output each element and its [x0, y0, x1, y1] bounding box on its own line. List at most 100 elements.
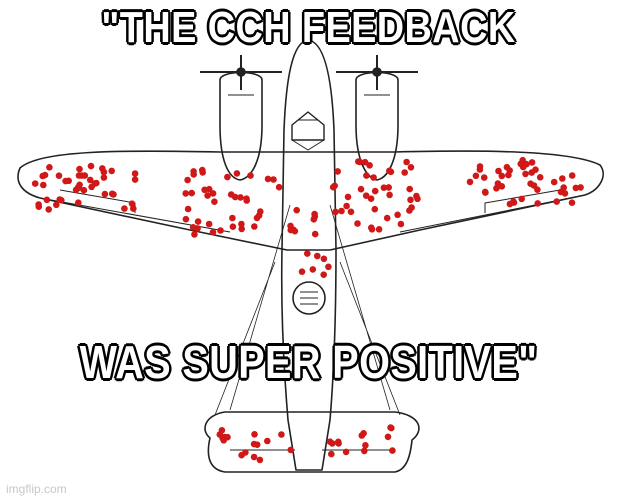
- meme-bottom-caption: WAS SUPER POSITIVE": [79, 336, 538, 388]
- damage-dot: [88, 183, 95, 191]
- damage-dot: [209, 190, 217, 197]
- damage-dot: [190, 171, 197, 178]
- damage-dot: [121, 205, 128, 212]
- damage-dot: [298, 268, 306, 276]
- damage-dot: [56, 196, 63, 203]
- damage-dot: [370, 174, 377, 181]
- damage-dot: [309, 266, 317, 273]
- damage-dot: [287, 446, 295, 454]
- damage-dot: [480, 174, 488, 181]
- damage-dot: [559, 175, 566, 182]
- damage-dot: [387, 168, 395, 176]
- damage-dot: [238, 220, 245, 228]
- damage-dot: [383, 214, 391, 222]
- damage-dot: [205, 220, 213, 228]
- damage-dot: [293, 206, 301, 214]
- damage-dot: [386, 191, 393, 199]
- damage-dot: [332, 208, 339, 216]
- damage-dot: [270, 176, 277, 183]
- turret: [292, 281, 326, 315]
- damage-dot: [481, 188, 489, 196]
- damage-dot: [209, 228, 217, 236]
- damage-dot: [227, 191, 235, 198]
- damage-dot: [101, 190, 109, 198]
- damage-dot: [251, 431, 258, 438]
- damage-dot: [93, 179, 100, 187]
- damage-dot: [243, 197, 250, 204]
- damage-dot: [80, 186, 88, 194]
- damage-dot: [41, 171, 49, 179]
- damage-dot: [375, 226, 383, 233]
- damage-dot: [344, 193, 352, 201]
- damage-dot: [342, 448, 350, 456]
- damage-dot: [40, 181, 47, 189]
- damage-dot: [31, 180, 39, 187]
- damage-dot: [384, 433, 392, 441]
- meme-top-caption: "THE CCH FEEDBACK: [101, 3, 516, 52]
- damage-dot: [43, 196, 51, 204]
- damage-dot: [218, 427, 226, 434]
- damage-dot: [518, 195, 525, 203]
- damage-dot: [304, 250, 311, 257]
- damage-dot: [328, 450, 335, 458]
- damage-dot: [380, 184, 388, 191]
- damage-dot: [347, 208, 355, 216]
- damage-dot: [338, 207, 345, 215]
- damage-dot: [278, 431, 285, 438]
- damage-dot: [45, 206, 52, 213]
- damage-dot: [311, 210, 318, 218]
- damage-dot: [494, 180, 502, 187]
- damage-dot: [237, 194, 244, 201]
- damage-dot: [108, 190, 116, 198]
- damage-dot: [495, 167, 502, 175]
- damage-dot: [527, 180, 534, 187]
- damage-dot: [242, 449, 249, 456]
- damage-dot: [100, 168, 108, 176]
- damage-dot: [361, 158, 369, 166]
- damage-dot: [184, 205, 192, 213]
- damage-dot: [76, 165, 83, 173]
- damage-dot: [356, 158, 364, 166]
- damage-dot: [194, 225, 201, 232]
- damage-dot: [476, 163, 484, 170]
- damage-dot: [397, 220, 405, 228]
- damage-dot: [503, 163, 511, 171]
- damage-dot: [182, 215, 190, 223]
- damage-dot: [100, 174, 108, 181]
- damage-dot: [505, 171, 512, 179]
- damage-dot: [361, 447, 368, 455]
- damage-dot: [329, 440, 336, 447]
- damage-dot: [264, 175, 272, 183]
- damage-dot: [413, 192, 420, 200]
- damage-dot: [385, 184, 393, 191]
- damage-dot: [191, 231, 198, 238]
- damage-dot: [217, 227, 224, 234]
- damage-dot: [251, 223, 258, 230]
- damage-dot: [572, 184, 580, 192]
- damage-dot: [75, 199, 82, 206]
- damage-dot: [368, 226, 376, 233]
- damage-dot: [238, 225, 245, 233]
- damage-dot: [371, 205, 379, 213]
- damage-dot: [506, 200, 514, 208]
- damage-dot: [401, 169, 409, 176]
- damage-dot: [264, 437, 271, 445]
- damage-dots: [31, 156, 584, 464]
- damage-dot: [519, 156, 526, 164]
- damage-dot: [406, 185, 414, 193]
- damage-dot: [201, 186, 208, 194]
- damage-dot: [314, 252, 321, 260]
- damage-dot: [532, 166, 539, 173]
- damage-dot: [182, 190, 189, 197]
- damage-dot: [550, 178, 558, 186]
- damage-dot: [194, 218, 202, 225]
- damage-dot: [87, 162, 95, 170]
- damage-dot: [577, 184, 584, 191]
- damage-dot: [568, 199, 576, 206]
- damage-dot: [46, 164, 53, 171]
- damage-dot: [55, 172, 63, 179]
- damage-dot: [199, 166, 206, 174]
- damage-dot: [257, 208, 264, 215]
